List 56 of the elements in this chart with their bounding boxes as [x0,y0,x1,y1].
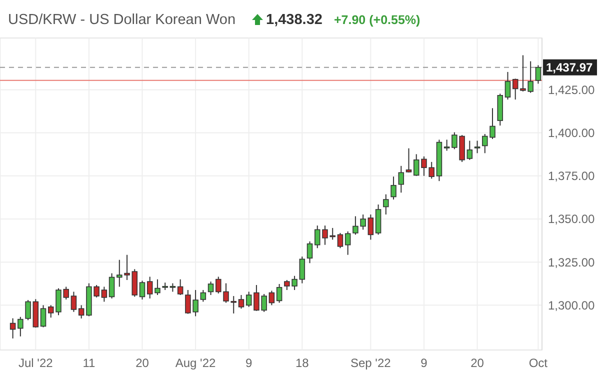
candlestick [390,176,396,200]
candlestick [474,140,480,154]
candlestick [101,286,108,302]
x-tick-label: 20 [136,356,150,370]
text: +7.90 (+0.55%) [334,13,420,27]
x-tick-label: Jul '22 [18,356,54,370]
candlestick [444,139,450,152]
candlestick [512,78,518,100]
candlestick [383,194,389,216]
candlestick [375,204,382,236]
y-tick-label: 1,375.00 [548,169,596,184]
candlestick [18,316,24,337]
x-tick-label: 11 [82,356,96,370]
candlestick [108,272,115,299]
x-tick-label: Aug '22 [175,356,216,370]
x-tick-label: Oct [528,356,548,370]
candlestick [466,140,473,160]
candlestick [344,230,351,256]
x-tick-label: 20 [470,356,484,370]
text: 1,438.32 [266,12,322,28]
candlestick [146,276,153,299]
x-tick-label: Sep '22 [350,356,392,370]
candlestick [398,165,404,194]
candlestick [413,154,420,176]
y-tick-label: 1,325.00 [548,255,596,270]
candlestick [406,148,412,173]
candlestick [268,290,275,306]
candlestick [337,232,344,249]
candlestick [246,291,252,308]
candlestick [238,294,244,310]
candlestick [177,278,184,296]
y-tick-label: 1,425.00 [548,82,596,97]
y-tick-label: 1,350.00 [548,212,596,226]
candlestick [504,71,511,100]
candlestick [132,268,138,298]
candlestick [535,64,542,84]
chart-title: USD/KRW - US Dollar Korean Won [8,12,236,28]
candlestick [40,304,46,328]
candlestick [306,240,313,264]
candlestick [208,281,214,296]
x-tick-label: 18 [295,356,310,370]
candlestick [78,304,84,319]
y-tick-label: 1,400.00 [548,126,596,140]
candlestick [299,256,306,284]
candlestick [25,300,31,321]
y-tick-label: 1,300.00 [548,298,596,312]
candlestick [70,291,77,312]
candlestick [200,290,206,302]
candlestick [154,278,160,296]
ref-line-label: 1,437.97 [546,60,594,75]
candlestick [10,318,16,339]
candlestick [368,214,374,240]
x-tick-label: 9 [420,356,428,370]
candlestick [139,280,146,300]
candlestick [276,283,282,304]
x-tick-label: 9 [246,356,253,370]
